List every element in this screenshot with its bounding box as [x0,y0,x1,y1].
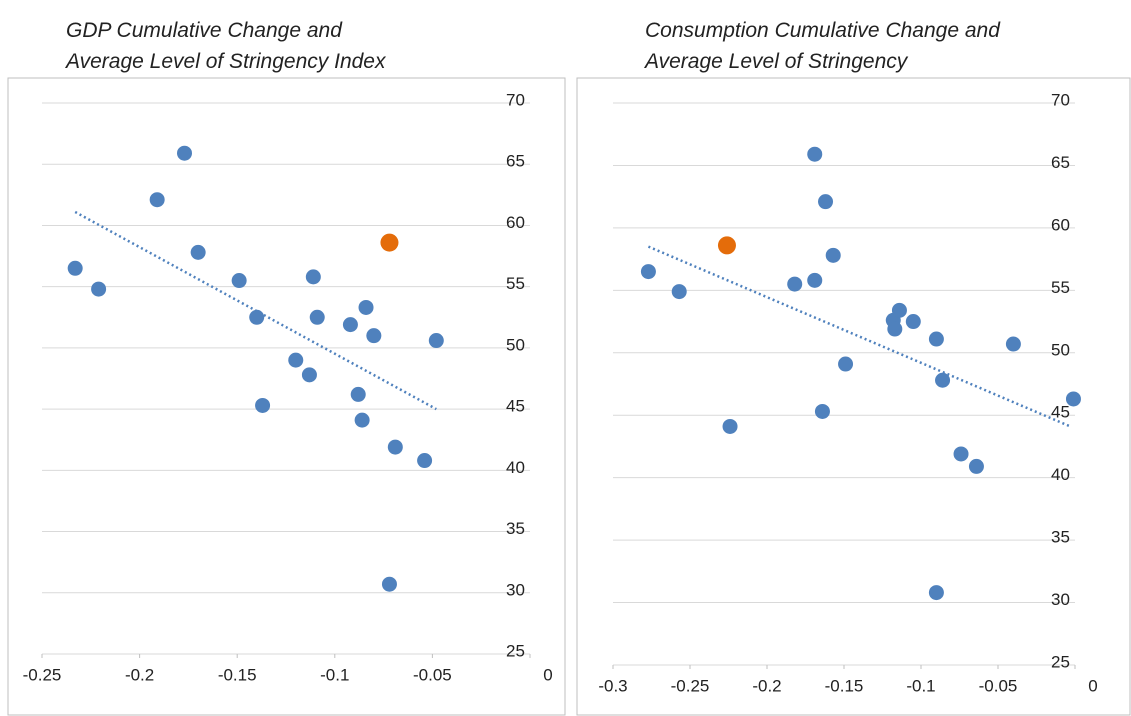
panel-frame [7,77,566,716]
scatter-point [309,309,325,325]
scatter-point [358,299,374,315]
trendline [647,245,1071,428]
y-tick-label: 45 [1051,403,1070,422]
scatter-point [428,333,444,349]
y-tick-label: 70 [1051,90,1070,109]
scatter-point [354,412,370,428]
scatter-point [887,321,903,337]
x-tick-label: -0.25 [23,665,62,684]
scatter-point [288,352,304,368]
scatter-point [640,264,656,280]
scatter-point [814,403,830,419]
scatter-point [255,397,271,413]
scatter-point [928,331,944,347]
y-tick-label: 35 [506,519,525,538]
y-tick-label: 50 [1051,340,1070,359]
chart-title: Average Level of Stringency [643,50,909,73]
y-tick-label: 40 [1051,465,1070,484]
x-tick-label: -0.1 [320,665,349,684]
scatter-point [807,146,823,162]
chart-title: Consumption Cumulative Change and [645,19,1001,42]
y-tick-label: 55 [506,274,525,293]
scatter-point [301,367,317,383]
y-tick-label: 65 [506,152,525,171]
chart-title: GDP Cumulative Change and [66,19,343,42]
y-tick-label: 25 [1051,652,1070,671]
x-tick-label: -0.15 [825,676,864,695]
x-tick-label: 0 [1088,676,1097,695]
scatter-point [305,269,321,285]
scatter-point [717,236,736,255]
scatter-point [190,244,206,260]
x-tick-label: 0 [543,665,552,684]
scatter-point [953,446,969,462]
scatter-point [387,439,403,455]
scatter-point [671,284,687,300]
scatter-point [722,418,738,434]
scatter-point [249,309,265,325]
y-tick-label: 45 [506,397,525,416]
y-tick-label: 50 [506,335,525,354]
scatter-point [891,302,907,318]
scatter-point [935,372,951,388]
scatter-point [807,272,823,288]
scatter-point [149,192,165,208]
y-tick-label: 25 [506,641,525,660]
x-tick-label: -0.2 [752,676,781,695]
scatter-point [417,453,433,469]
chart-title: Average Level of Stringency Index [64,50,387,73]
y-tick-label: 55 [1051,278,1070,297]
y-tick-label: 30 [1051,590,1070,609]
scatter-point [1065,391,1081,407]
y-tick-label: 60 [1051,215,1070,234]
panel-frame [576,77,1131,716]
scatter-point [91,281,107,297]
scatter-point [825,247,841,263]
x-tick-label: -0.05 [413,665,452,684]
x-tick-label: -0.3 [598,676,627,695]
scatter-point [381,576,397,592]
scatter-point [342,317,358,333]
y-tick-label: 35 [1051,528,1070,547]
x-tick-label: -0.15 [218,665,257,684]
scatter-point [838,356,854,372]
scatter-point [1005,336,1021,352]
scatter-point [905,314,921,330]
x-tick-label: -0.1 [906,676,935,695]
y-tick-label: 40 [506,458,525,477]
x-tick-label: -0.25 [671,676,710,695]
scatter-point [818,194,834,210]
scatter-point [366,328,382,344]
y-tick-label: 70 [506,90,525,109]
scatter-point [67,260,83,276]
scatter-point [380,233,399,252]
y-tick-label: 65 [1051,153,1070,172]
scatter-point [176,145,192,161]
y-tick-label: 30 [506,580,525,599]
y-tick-label: 60 [506,213,525,232]
scatter-point [968,458,984,474]
scatter-point [787,276,803,292]
x-tick-label: -0.2 [125,665,154,684]
x-tick-label: -0.05 [979,676,1018,695]
scatter-point [231,273,247,289]
scatter-point [928,585,944,601]
scatter-point [350,386,366,402]
